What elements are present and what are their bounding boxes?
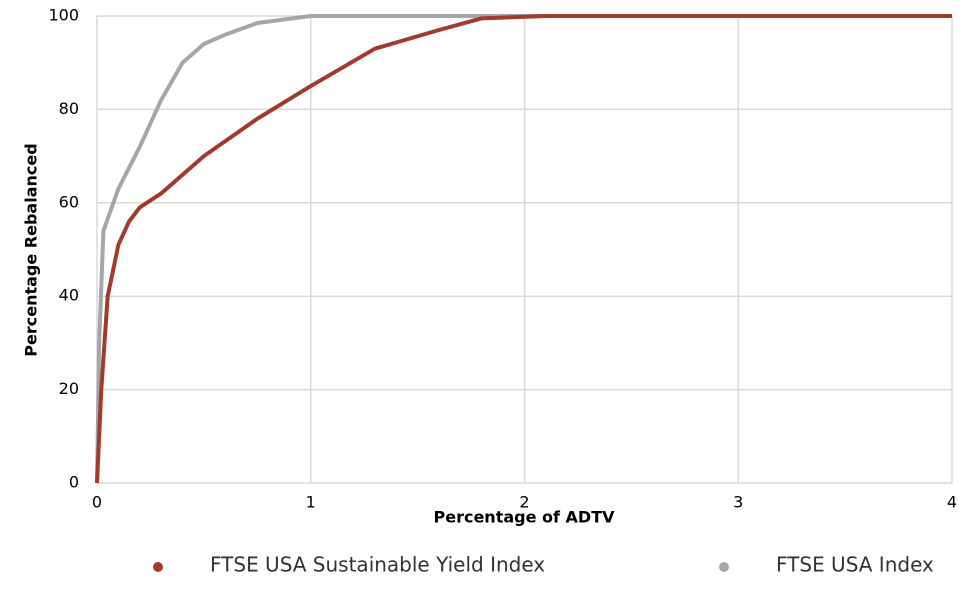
series-line [95,14,952,484]
x-tick-label: 2 [519,493,529,512]
legend-label: FTSE USA Sustainable Yield Index [210,553,545,577]
y-tick-label: 0 [69,473,79,492]
legend-marker [719,562,729,572]
y-tick-label: 100 [48,6,79,25]
x-tick-label: 4 [947,493,957,512]
y-axis-title: Percentage Rebalanced [22,143,41,356]
legend-label: FTSE USA Index [776,553,934,577]
y-tick-label: 40 [59,286,79,305]
series-line [95,14,952,484]
x-tick-label: 1 [306,493,316,512]
y-tick-label: 60 [59,192,79,211]
y-tick-label: 80 [59,99,79,118]
x-tick-label: 0 [92,493,102,512]
x-axis-title: Percentage of ADTV [434,508,616,527]
x-tick-label: 3 [733,493,743,512]
legend-marker [153,562,163,572]
y-tick-label: 20 [59,379,79,398]
